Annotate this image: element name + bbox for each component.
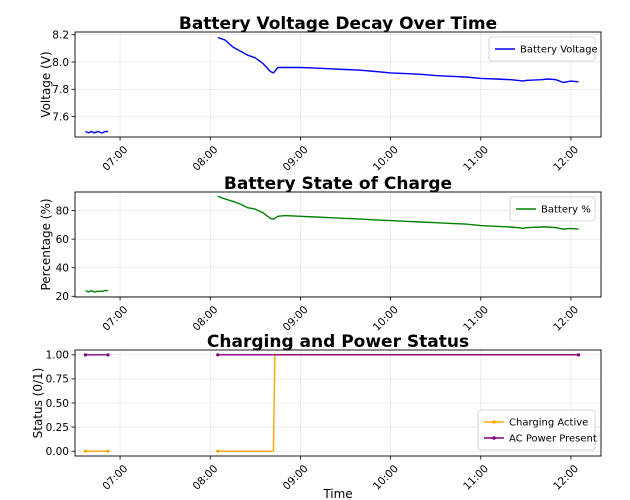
x-tick-label: 09:00 [281, 144, 311, 174]
legend-box [509, 196, 596, 222]
series-marker [106, 449, 110, 453]
legend-box [488, 36, 596, 62]
y-axis-label: Status (0/1) [31, 368, 45, 439]
x-tick-label: 10:00 [371, 304, 401, 334]
y-tick-label: 0.00 [46, 446, 69, 458]
y-axis-label: Voltage (V) [39, 51, 53, 117]
x-tick-label: 11:00 [461, 144, 491, 174]
y-tick-label: 7.8 [52, 84, 69, 96]
y-tick-label: 60 [56, 234, 69, 246]
x-tick-label: 07:00 [100, 304, 130, 334]
series-marker [83, 449, 88, 453]
y-tick-label: 0.25 [46, 422, 69, 434]
y-tick-label: 8.2 [52, 30, 69, 42]
legend-marker [492, 436, 496, 440]
legend-box [477, 409, 596, 451]
x-tick-label: 09:00 [281, 304, 311, 334]
legend-marker [492, 420, 496, 424]
y-axis-label: Percentage (%) [39, 198, 53, 290]
plot-frame [74, 31, 602, 138]
y-tick-label: 8.0 [52, 57, 69, 69]
x-tick-label: 12:00 [551, 463, 581, 493]
y-tick-label: 0.75 [46, 374, 69, 386]
y-tick-label: 7.6 [52, 111, 69, 123]
series-line [85, 130, 109, 134]
x-tick-label: 09:00 [281, 463, 311, 493]
x-tick-label: 11:00 [461, 463, 491, 493]
x-tick-label: 11:00 [461, 304, 491, 334]
series-marker [576, 353, 581, 357]
legend-label: AC Power Present [509, 434, 597, 445]
series-marker [216, 353, 220, 357]
series-line [85, 289, 109, 293]
y-tick-label: 20 [56, 291, 69, 303]
x-tick-label: 08:00 [191, 144, 221, 174]
x-tick-label: 12:00 [551, 304, 581, 334]
chart-title: Battery State of Charge [224, 174, 452, 194]
legend-label: Battery % [541, 205, 591, 216]
x-tick-label: 08:00 [191, 304, 221, 334]
plot-frame [74, 191, 602, 298]
legend-label: Battery Voltage [520, 45, 598, 56]
x-axis-label: Time [322, 487, 352, 500]
chart-title: Charging and Power Status [207, 332, 469, 352]
series-marker [216, 449, 220, 453]
chart-title: Battery Voltage Decay Over Time [179, 14, 497, 34]
series-marker [83, 353, 88, 357]
series-line [217, 36, 579, 84]
y-tick-label: 80 [56, 205, 69, 217]
x-tick-label: 10:00 [371, 144, 401, 174]
x-tick-label: 08:00 [191, 463, 221, 493]
x-tick-label: 10:00 [371, 463, 401, 493]
series-line [217, 195, 579, 230]
x-tick-label: 07:00 [100, 144, 130, 174]
y-tick-label: 1.00 [46, 350, 69, 362]
x-tick-label: 07:00 [100, 463, 130, 493]
legend-label: Charging Active [509, 418, 588, 429]
series-marker [106, 353, 110, 357]
y-tick-label: 0.50 [46, 398, 69, 410]
x-tick-label: 12:00 [551, 144, 581, 174]
y-tick-label: 40 [56, 263, 69, 275]
